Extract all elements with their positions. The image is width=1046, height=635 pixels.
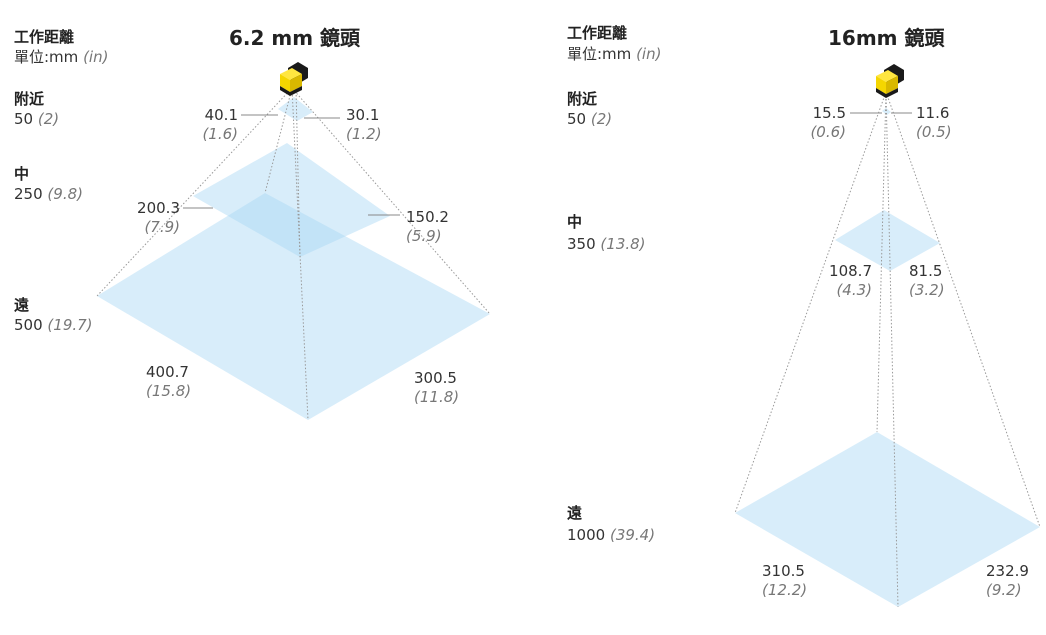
in: (9.8) <box>47 185 83 203</box>
in: (15.8) <box>146 382 192 400</box>
in: (39.4) <box>609 526 656 544</box>
left-working-distance-heading: 工作距離 <box>14 28 75 46</box>
mm: 108.7 <box>829 262 872 280</box>
left-near-height: 30.1 (1.2) <box>346 106 382 144</box>
mm: 15.5 <box>812 104 846 122</box>
mm: 1000 <box>567 526 606 544</box>
in: (1.2) <box>346 125 382 143</box>
camera-icon <box>280 62 308 96</box>
in: (5.9) <box>406 227 442 245</box>
right-near-plane <box>882 108 891 115</box>
right-guide-lines <box>734 91 1041 608</box>
left-mid-label: 中 <box>14 165 30 183</box>
in: (2) <box>37 110 60 128</box>
mm: 50 <box>567 110 587 128</box>
left-near-distance: 50 (2) <box>14 110 59 129</box>
in: (4.3) <box>836 281 872 299</box>
mm: 250 <box>14 185 43 203</box>
left-mid-height: 150.2 (5.9) <box>406 208 449 246</box>
right-mid-label: 中 <box>567 213 583 231</box>
right-far-width: 310.5 (12.2) <box>762 562 807 600</box>
right-fov-planes <box>735 108 1040 607</box>
right-mid-height: 81.5 (3.2) <box>909 262 945 300</box>
left-far-width: 400.7 (15.8) <box>146 363 191 401</box>
mm: 150.2 <box>406 208 449 226</box>
in: (7.9) <box>144 218 180 236</box>
in: (13.8) <box>600 235 646 253</box>
left-mid-distance: 250 (9.8) <box>14 185 83 204</box>
unit-mm: 單位:mm <box>14 48 79 66</box>
camera-icon <box>876 64 904 98</box>
left-mid-width: 200.3 (7.9) <box>128 199 180 237</box>
mm: 11.6 <box>916 104 950 122</box>
right-far-plane <box>735 432 1040 607</box>
left-far-distance: 500 (19.7) <box>14 316 93 335</box>
right-near-distance: 50 (2) <box>567 110 612 129</box>
mm: 40.1 <box>204 106 238 124</box>
left-lens-title: 6.2 mm 鏡頭 <box>229 26 361 50</box>
left-fov-planes <box>97 97 490 420</box>
in: (12.2) <box>762 581 808 599</box>
right-mid-width: 108.7 (4.3) <box>822 262 872 300</box>
right-far-label: 遠 <box>567 504 583 522</box>
in: (11.8) <box>414 388 460 406</box>
in: (0.5) <box>916 123 952 141</box>
mm: 400.7 <box>146 363 189 381</box>
in: (9.2) <box>986 581 1022 599</box>
right-far-distance: 1000 (39.4) <box>567 526 655 545</box>
mm: 500 <box>14 316 43 334</box>
mm: 350 <box>567 235 596 253</box>
in: (3.2) <box>909 281 945 299</box>
mm: 30.1 <box>346 106 380 124</box>
right-mid-distance: 350 (13.8) <box>567 235 646 254</box>
in: (0.6) <box>810 123 846 141</box>
mm: 200.3 <box>137 199 180 217</box>
unit-mm: 單位:mm <box>567 45 632 63</box>
left-leader-lines <box>183 114 400 216</box>
in: (2) <box>590 110 613 128</box>
mm: 300.5 <box>414 369 457 387</box>
left-mid-plane <box>193 143 390 257</box>
mm: 310.5 <box>762 562 805 580</box>
mm: 50 <box>14 110 34 128</box>
left-unit-label: 單位:mm (in) <box>14 48 108 67</box>
left-near-plane <box>278 97 313 121</box>
in: (19.7) <box>47 316 93 334</box>
mm: 81.5 <box>909 262 943 280</box>
left-far-label: 遠 <box>14 296 30 314</box>
left-near-width: 40.1 (1.6) <box>190 106 238 144</box>
left-far-height: 300.5 (11.8) <box>414 369 459 407</box>
left-near-label: 附近 <box>14 90 45 108</box>
right-far-height: 232.9 (9.2) <box>986 562 1029 600</box>
unit-in: (in) <box>83 48 109 66</box>
right-lens-title: 16mm 鏡頭 <box>828 26 945 50</box>
right-near-width: 15.5 (0.6) <box>800 104 846 142</box>
in: (1.6) <box>202 125 238 143</box>
right-unit-label: 單位:mm (in) <box>567 45 661 64</box>
right-near-label: 附近 <box>567 90 598 108</box>
right-near-height: 11.6 (0.5) <box>916 104 952 142</box>
unit-in: (in) <box>636 45 662 63</box>
mm: 232.9 <box>986 562 1029 580</box>
right-working-distance-heading: 工作距離 <box>567 24 628 42</box>
right-mid-plane <box>835 210 940 271</box>
left-far-plane <box>97 193 490 420</box>
left-guide-lines <box>96 87 491 421</box>
